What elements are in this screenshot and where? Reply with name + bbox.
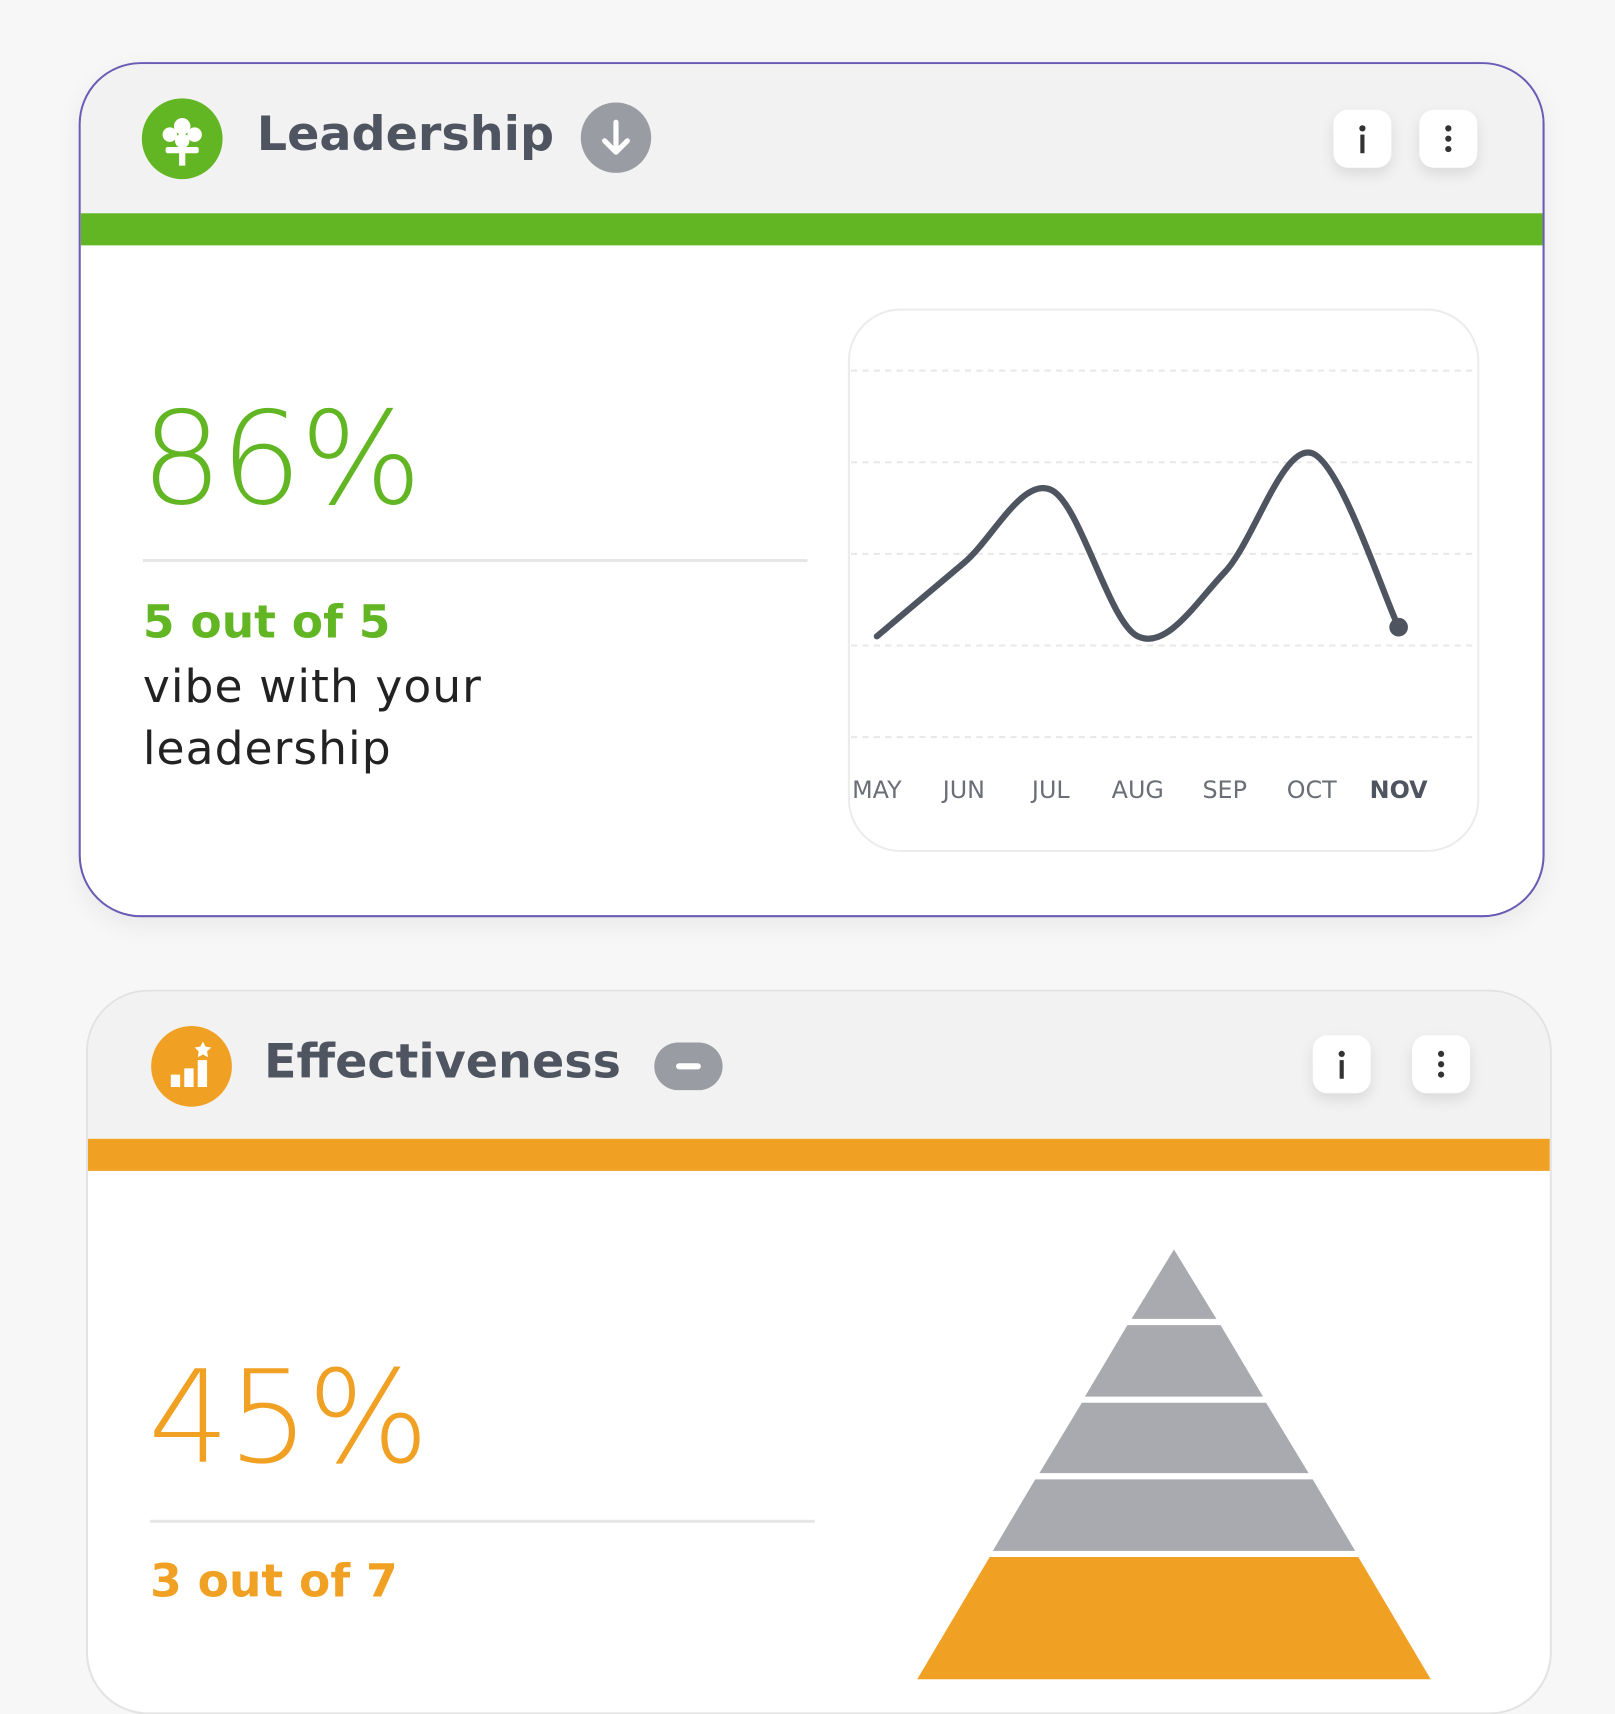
x-tick-label: AUG: [1112, 776, 1164, 804]
trend-badge: [580, 102, 652, 173]
accent-bar: [80, 213, 1543, 246]
x-tick-label: OCT: [1287, 776, 1337, 804]
score-text: 5 out of 5: [142, 596, 391, 650]
end-point: [1389, 617, 1408, 637]
trend-badge: [654, 1042, 723, 1091]
x-tick-label: SEP: [1202, 776, 1247, 804]
divider: [142, 559, 808, 563]
info-button[interactable]: [1312, 1035, 1371, 1094]
x-tick-label: JUN: [941, 776, 985, 804]
trend-chart: MAY JUN JUL AUG SEP OCT NOV: [847, 308, 1480, 853]
card-header: [87, 991, 1550, 1139]
dashboard: Leadership 86% 5 out of 5 vibe with your…: [78, 62, 1552, 1714]
x-tick-label: MAY: [852, 776, 902, 804]
x-tick-label: JUL: [1030, 776, 1070, 804]
trend-line: [873, 449, 1402, 642]
category-icon: [141, 98, 223, 180]
pyramid: [917, 1249, 1431, 1680]
card-title: Leadership: [256, 105, 555, 162]
divider: [150, 1519, 815, 1523]
info-button[interactable]: [1333, 109, 1392, 168]
accent-bar: [87, 1138, 1550, 1171]
category-icon: [151, 1025, 232, 1107]
percent-value: 45%: [148, 1343, 429, 1493]
effectiveness-card[interactable]: Effectiveness 45% 3 out of 7: [85, 989, 1552, 1714]
x-tick-label: NOV: [1370, 776, 1429, 804]
page: Leadership 86% 5 out of 5 vibe with your…: [78, 62, 1552, 1714]
menu-button[interactable]: [1412, 1035, 1471, 1094]
menu-button[interactable]: [1419, 109, 1478, 168]
score-text: 3 out of 7: [150, 1554, 398, 1608]
card-header: [80, 64, 1543, 214]
card-title: Effectiveness: [263, 1033, 621, 1090]
percent-value: 86%: [140, 385, 422, 535]
description: vibe with your leadership: [142, 660, 482, 776]
